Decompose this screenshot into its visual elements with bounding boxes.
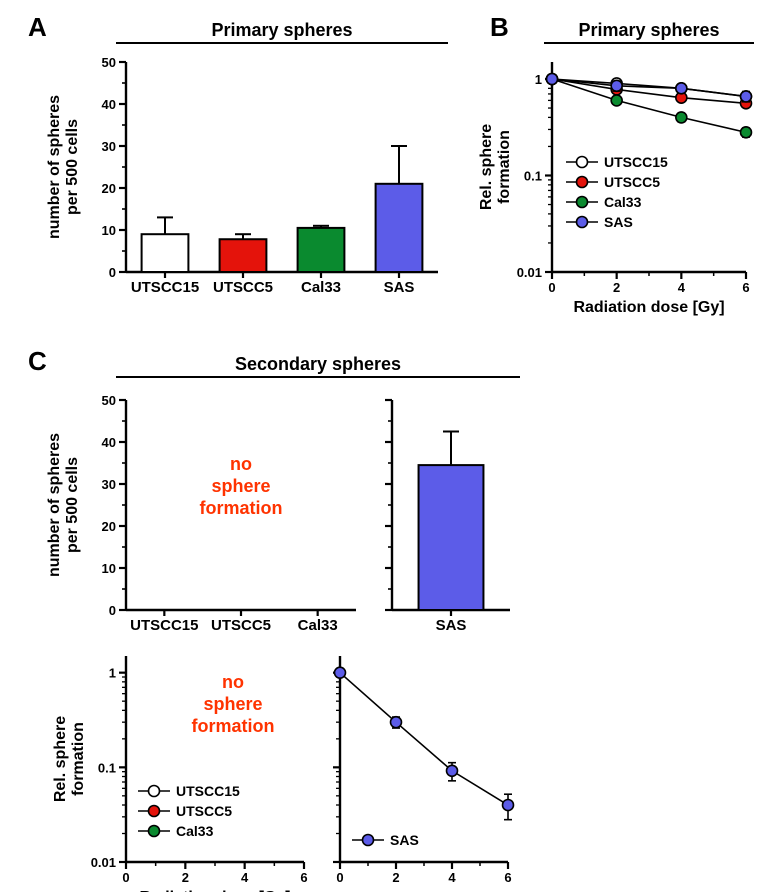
xtick-label: Cal33 bbox=[298, 617, 338, 634]
bar-cal33 bbox=[298, 228, 345, 272]
xtick-label: 6 bbox=[300, 870, 307, 885]
legend-marker-utscc15 bbox=[149, 786, 160, 797]
ytick-label: 50 bbox=[102, 55, 116, 70]
xtick-label: UTSCC5 bbox=[211, 617, 271, 634]
xtick-label: UTSCC5 bbox=[213, 279, 273, 296]
panel-label-a: A bbox=[28, 12, 47, 42]
ytick-label: 0.01 bbox=[517, 265, 542, 280]
ytick-label: 0.1 bbox=[98, 760, 116, 775]
xtick-label: SAS bbox=[384, 279, 415, 296]
marker-sas bbox=[391, 717, 402, 728]
legend-label-sas: SAS bbox=[390, 832, 419, 848]
ytick-label: 40 bbox=[102, 435, 116, 450]
no-sphere-text: formation bbox=[192, 716, 275, 736]
marker-cal33 bbox=[611, 95, 622, 106]
legend: SAS bbox=[352, 832, 419, 848]
no-sphere-text: sphere bbox=[211, 476, 270, 496]
legend-label-cal33: Cal33 bbox=[176, 823, 214, 839]
legend-label-sas: SAS bbox=[604, 214, 633, 230]
panel-title-c: Secondary spheres bbox=[235, 354, 401, 374]
xtick-label: 0 bbox=[548, 280, 555, 295]
xtick-label: 2 bbox=[613, 280, 620, 295]
marker-sas bbox=[547, 73, 558, 84]
xtick-label: 4 bbox=[678, 280, 686, 295]
bar-utscc15 bbox=[142, 234, 189, 272]
bar-sas bbox=[376, 184, 423, 272]
xtick-label: Cal33 bbox=[301, 279, 341, 296]
no-sphere-text: formation bbox=[200, 498, 283, 518]
legend-marker-utscc15 bbox=[577, 157, 588, 168]
ytick-label: 0 bbox=[109, 603, 116, 618]
panel-title-a: Primary spheres bbox=[211, 20, 352, 40]
xtick-label: 6 bbox=[742, 280, 749, 295]
ytick-label: 0.1 bbox=[524, 168, 542, 183]
no-sphere-text: no bbox=[222, 672, 244, 692]
ytick-label: 20 bbox=[102, 519, 116, 534]
series-line-sas bbox=[340, 673, 508, 805]
ytick-label: 1 bbox=[109, 666, 116, 681]
bar-sas bbox=[419, 465, 484, 610]
marker-cal33 bbox=[741, 127, 752, 138]
legend-marker-utscc5 bbox=[149, 806, 160, 817]
ytick-label: 50 bbox=[102, 393, 116, 408]
ytick-label: 0 bbox=[109, 265, 116, 280]
marker-sas bbox=[676, 83, 687, 94]
legend: UTSCC15 UTSCC5 Cal33 bbox=[138, 783, 240, 839]
marker-sas bbox=[335, 667, 346, 678]
no-sphere-text: sphere bbox=[203, 694, 262, 714]
panel-title-b: Primary spheres bbox=[578, 20, 719, 40]
ytick-label: 1 bbox=[535, 72, 542, 87]
panel-label-c: C bbox=[28, 346, 47, 376]
xtick-label: 0 bbox=[336, 870, 343, 885]
xtick-label: UTSCC15 bbox=[131, 279, 199, 296]
ytick-label: 20 bbox=[102, 181, 116, 196]
xtick-label: 6 bbox=[504, 870, 511, 885]
xtick-label: 0 bbox=[122, 870, 129, 885]
legend-marker-cal33 bbox=[577, 197, 588, 208]
legend: UTSCC15 UTSCC5 Cal33 SAS bbox=[566, 154, 668, 230]
legend-label-cal33: Cal33 bbox=[604, 194, 642, 210]
ytick-label: 30 bbox=[102, 477, 116, 492]
marker-sas bbox=[741, 91, 752, 102]
legend-label-utscc5: UTSCC5 bbox=[176, 803, 232, 819]
legend-label-utscc15: UTSCC15 bbox=[604, 154, 668, 170]
legend-label-utscc5: UTSCC5 bbox=[604, 174, 660, 190]
y-axis-label: number of spheresper 500 cells bbox=[46, 433, 81, 577]
legend-label-utscc15: UTSCC15 bbox=[176, 783, 240, 799]
xtick-label: UTSCC15 bbox=[130, 617, 198, 634]
panel-label-b: B bbox=[490, 12, 509, 42]
bar-utscc5 bbox=[220, 239, 267, 272]
xtick-label: 4 bbox=[241, 870, 249, 885]
marker-sas bbox=[611, 80, 622, 91]
y-axis-label: Rel. sphereformation bbox=[478, 124, 513, 210]
ytick-label: 0.01 bbox=[91, 855, 116, 870]
xtick-label: SAS bbox=[436, 617, 467, 634]
ytick-label: 30 bbox=[102, 139, 116, 154]
xtick-label: 2 bbox=[392, 870, 399, 885]
marker-cal33 bbox=[676, 112, 687, 123]
ytick-label: 40 bbox=[102, 97, 116, 112]
y-axis-label: Rel. sphereformation bbox=[52, 716, 87, 802]
marker-sas bbox=[503, 800, 514, 811]
ytick-label: 10 bbox=[102, 561, 116, 576]
y-axis-label: number of spheresper 500 cells bbox=[46, 95, 81, 239]
marker-sas bbox=[447, 765, 458, 776]
legend-marker-cal33 bbox=[149, 826, 160, 837]
legend-marker-sas bbox=[577, 217, 588, 228]
no-sphere-text: no bbox=[230, 454, 252, 474]
xtick-label: 4 bbox=[448, 870, 456, 885]
xtick-label: 2 bbox=[182, 870, 189, 885]
ytick-label: 10 bbox=[102, 223, 116, 238]
legend-marker-utscc5 bbox=[577, 177, 588, 188]
x-axis-label: Radiation dose [Gy] bbox=[573, 299, 724, 316]
legend-marker-sas bbox=[363, 835, 374, 846]
